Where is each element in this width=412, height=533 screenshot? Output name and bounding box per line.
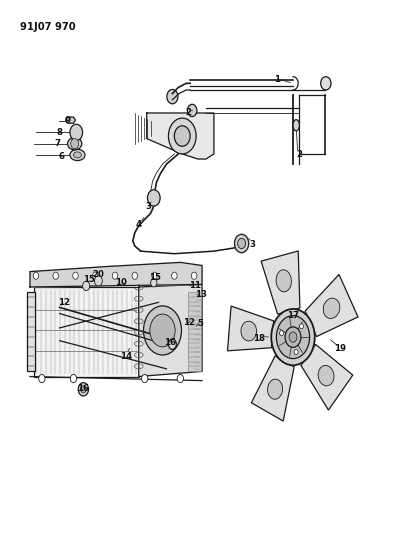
Ellipse shape <box>323 298 340 319</box>
Circle shape <box>169 339 176 350</box>
Text: 91J07 970: 91J07 970 <box>20 22 76 31</box>
Text: 9: 9 <box>65 116 70 125</box>
Text: 5: 5 <box>197 319 203 328</box>
Text: 18: 18 <box>253 334 265 343</box>
Circle shape <box>280 330 283 336</box>
Circle shape <box>321 77 331 90</box>
Polygon shape <box>301 344 353 410</box>
Circle shape <box>238 238 246 248</box>
Circle shape <box>150 314 175 347</box>
Text: 2: 2 <box>296 150 302 159</box>
Polygon shape <box>66 117 75 123</box>
Text: 14: 14 <box>120 352 132 360</box>
Bar <box>34 287 139 376</box>
Text: 11: 11 <box>189 281 201 290</box>
Polygon shape <box>147 113 214 159</box>
Text: 20: 20 <box>92 270 104 279</box>
Polygon shape <box>261 251 300 314</box>
Circle shape <box>94 276 102 286</box>
Text: 17: 17 <box>287 311 299 320</box>
Circle shape <box>191 272 197 279</box>
Circle shape <box>152 272 157 279</box>
Text: 1: 1 <box>274 75 280 84</box>
Bar <box>188 292 201 372</box>
Ellipse shape <box>276 270 291 292</box>
Ellipse shape <box>267 379 283 399</box>
Polygon shape <box>30 262 202 287</box>
Circle shape <box>53 272 59 279</box>
Text: 12: 12 <box>183 318 195 327</box>
Text: 6: 6 <box>59 152 65 161</box>
Text: 16: 16 <box>77 384 89 393</box>
Circle shape <box>167 90 178 104</box>
Polygon shape <box>305 274 358 336</box>
Ellipse shape <box>70 149 85 160</box>
Ellipse shape <box>293 119 300 131</box>
Text: 3: 3 <box>250 240 256 249</box>
Polygon shape <box>251 356 294 421</box>
Circle shape <box>177 375 183 383</box>
Circle shape <box>82 281 90 290</box>
Circle shape <box>234 235 249 253</box>
Text: 8: 8 <box>57 128 63 137</box>
Ellipse shape <box>241 321 257 341</box>
Circle shape <box>132 272 138 279</box>
Circle shape <box>289 332 297 342</box>
Text: 19: 19 <box>334 344 346 353</box>
Circle shape <box>81 386 86 393</box>
Circle shape <box>300 324 303 329</box>
Circle shape <box>174 126 190 146</box>
Text: 2: 2 <box>185 109 191 117</box>
Circle shape <box>169 118 196 154</box>
Ellipse shape <box>68 138 82 150</box>
Circle shape <box>151 279 157 287</box>
Circle shape <box>78 383 89 396</box>
Text: 15: 15 <box>83 275 95 284</box>
Text: 12: 12 <box>58 298 70 307</box>
Circle shape <box>171 272 177 279</box>
Circle shape <box>70 124 82 141</box>
Circle shape <box>143 306 181 355</box>
Bar <box>27 292 35 372</box>
Circle shape <box>294 349 298 354</box>
Circle shape <box>73 272 78 279</box>
Ellipse shape <box>73 152 82 158</box>
Text: 15: 15 <box>150 273 162 282</box>
Circle shape <box>271 309 315 365</box>
Polygon shape <box>139 285 202 376</box>
Circle shape <box>92 272 98 279</box>
Text: 4: 4 <box>136 220 142 229</box>
Polygon shape <box>227 306 274 351</box>
Circle shape <box>70 375 77 383</box>
Text: 16: 16 <box>164 338 176 347</box>
Circle shape <box>33 272 39 279</box>
Circle shape <box>39 375 45 383</box>
Circle shape <box>285 327 301 348</box>
Circle shape <box>142 375 148 383</box>
Text: 13: 13 <box>195 290 207 299</box>
Text: 7: 7 <box>55 139 61 148</box>
Circle shape <box>187 104 197 117</box>
Text: 3: 3 <box>146 201 152 211</box>
Ellipse shape <box>318 366 334 386</box>
Circle shape <box>112 272 118 279</box>
Circle shape <box>71 139 79 149</box>
Circle shape <box>147 190 160 206</box>
Circle shape <box>276 316 310 359</box>
Text: 10: 10 <box>115 278 127 287</box>
